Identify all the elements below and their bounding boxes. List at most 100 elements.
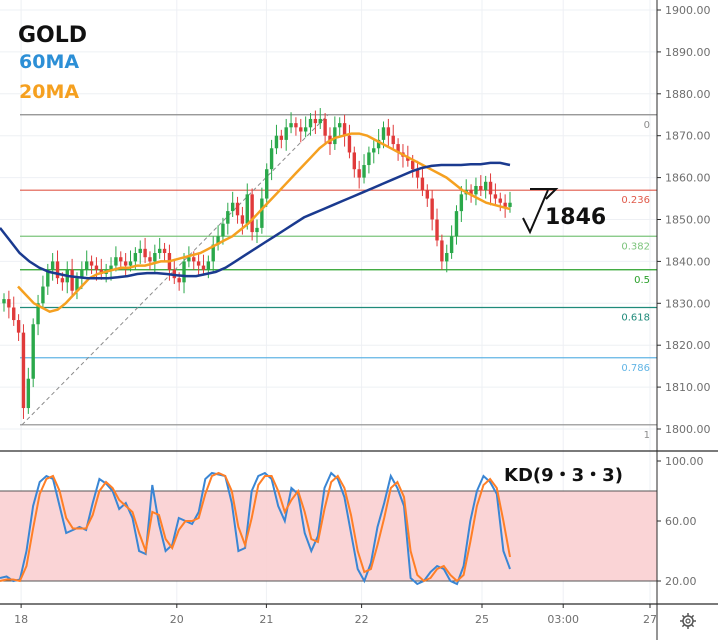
candle-body (192, 257, 196, 262)
candle-body (342, 123, 347, 136)
candle-body (255, 227, 259, 233)
candle-body (338, 123, 342, 128)
candle-body (294, 123, 298, 128)
candle-body (449, 236, 454, 254)
candle-body (352, 152, 357, 170)
candle-body (430, 198, 434, 220)
fib-level-label: 0.382 (621, 241, 650, 252)
candle-body (206, 261, 211, 270)
gear-icon[interactable] (680, 613, 696, 629)
candle-body (474, 185, 478, 195)
candle-body (406, 156, 410, 161)
candle-body (2, 299, 6, 304)
candle-body (308, 118, 313, 128)
candle-body (109, 265, 113, 270)
candle-body (362, 165, 366, 178)
arrow-head-icon (530, 188, 559, 200)
candle-body (440, 240, 444, 262)
candle-body (245, 194, 249, 224)
candle-body (240, 215, 245, 224)
kd-tick-label: 20.00 (665, 575, 697, 588)
time-tick-label: 22 (355, 613, 369, 626)
price-tick-label: 1890.00 (665, 46, 711, 59)
time-tick-label: 21 (259, 613, 273, 626)
fibonacci-levels: 0 0.236 0.382 0.5 0.618 0.786 1 (20, 114, 657, 441)
candle-body (216, 236, 220, 245)
candle-body (381, 127, 386, 140)
price-tick-label: 1810.00 (665, 381, 711, 394)
candle-body (230, 202, 235, 212)
candle-body (420, 177, 425, 191)
candle-body (41, 286, 45, 304)
price-tick-label: 1850.00 (665, 214, 711, 227)
candle-body (299, 127, 303, 132)
candle-body (85, 261, 89, 270)
time-tick-label: 27 (643, 613, 657, 626)
chart-title: GOLD (18, 23, 87, 48)
candle-body (89, 261, 94, 266)
candle-body (269, 148, 274, 170)
kd-lines (0, 471, 511, 586)
legend-ma20: 20MA (19, 81, 79, 103)
ma60-line (0, 161, 511, 280)
candle-body (221, 223, 225, 237)
candle-body (187, 257, 191, 262)
candle-body (31, 324, 35, 379)
candle-body (226, 211, 230, 224)
candle-body (391, 135, 395, 145)
candle-body (396, 144, 400, 153)
candle-body (36, 303, 40, 325)
time-tick-label: 20 (170, 613, 184, 626)
kd-overbought-band (0, 491, 657, 581)
legend-ma60: 60MA (19, 51, 79, 73)
candle-body (469, 190, 473, 195)
candle-body (347, 135, 352, 153)
price-tick-label: 1830.00 (665, 297, 711, 310)
candle-body (128, 261, 133, 266)
candle-body (508, 202, 512, 207)
candle-body (250, 194, 254, 233)
candle-body (12, 307, 16, 321)
time-tick-label: 25 (475, 613, 489, 626)
price-tick-label: 1870.00 (665, 130, 711, 143)
candle-body (367, 152, 371, 166)
candle-body (425, 190, 429, 199)
fib-level-label: 0.5 (634, 275, 650, 286)
kd-tick-label: 100.00 (665, 455, 704, 468)
candle-body (177, 278, 181, 283)
candle-body (265, 169, 269, 199)
candle-body (75, 278, 79, 291)
kd-band-layer (0, 490, 657, 582)
fib-level-label: 0.236 (621, 195, 650, 206)
time-tick-label: 03:00 (547, 613, 579, 626)
price-tick-label: 1840.00 (665, 255, 711, 268)
candle-body (153, 253, 157, 262)
candle-body (274, 135, 279, 149)
candle-body (323, 118, 327, 136)
candle-body (498, 198, 502, 203)
candle-body (318, 118, 322, 124)
candle-body (445, 253, 449, 262)
candle-body (303, 127, 308, 132)
kd-tick-label: 60.00 (665, 515, 697, 528)
target-annotation: 1846 (522, 188, 606, 235)
candle-body (123, 261, 128, 266)
price-tick-label: 1820.00 (665, 339, 711, 352)
candle-body (114, 257, 118, 266)
target-price-label: 1846 (545, 205, 606, 230)
candle-body (7, 299, 11, 308)
candle-body (46, 269, 50, 287)
fib-level-label: 0.786 (621, 363, 650, 374)
price-tick-label: 1860.00 (665, 172, 711, 185)
candle-body (479, 185, 483, 191)
candle-body (386, 127, 391, 136)
candle-body (279, 135, 284, 140)
candle-body (289, 123, 293, 128)
candle-body (133, 253, 138, 262)
candle-body (483, 181, 488, 191)
candle-body (235, 202, 240, 216)
candle-body (503, 202, 507, 207)
kd-series-d (0, 471, 511, 583)
